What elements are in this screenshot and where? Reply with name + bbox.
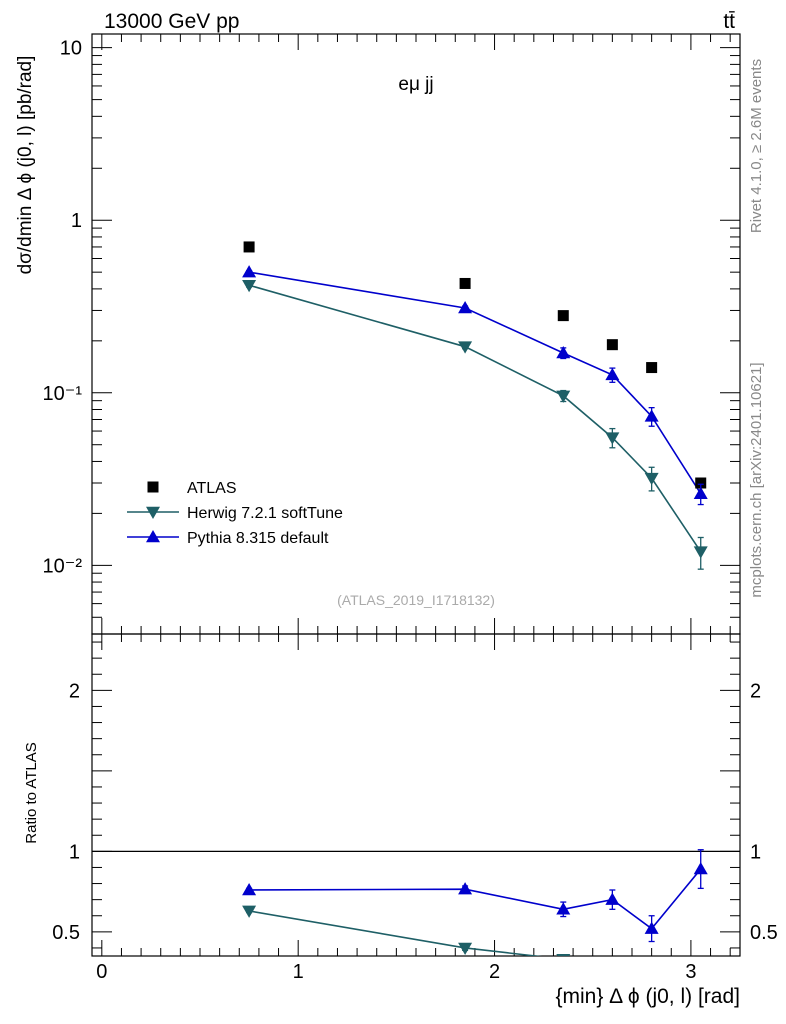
- ratio-y-tick-label-right: 2: [750, 680, 761, 702]
- data-point-herwig: [644, 472, 659, 486]
- energy-label: 13000 GeV pp: [104, 10, 239, 33]
- y-tick-label: 10⁻²: [43, 555, 83, 577]
- ratio-y-tick-label-left: 2: [69, 680, 80, 702]
- data-point-atlas: [606, 339, 618, 351]
- main-series-group: [242, 241, 708, 570]
- data-point-atlas: [243, 241, 255, 253]
- watermark-label: (ATLAS_2019_I1718132): [337, 592, 495, 608]
- legend-marker-herwig: [146, 506, 160, 519]
- ratio-y-axis-label: Ratio to ATLAS: [23, 742, 40, 843]
- ratio-point-herwig: [556, 953, 571, 956]
- data-point-atlas: [459, 277, 471, 289]
- legend-marker-pythia: [146, 530, 160, 543]
- ratio-point-herwig: [458, 942, 473, 955]
- data-point-herwig: [605, 432, 620, 445]
- ratio-panel-frame: [91, 633, 741, 957]
- ratio-point-pythia: [458, 882, 473, 895]
- ratio-point-pythia: [644, 921, 659, 934]
- legend-label-atlas: ATLAS: [187, 480, 237, 497]
- data-point-atlas: [557, 310, 569, 322]
- legend-label-pythia: Pythia 8.315 default: [187, 530, 329, 547]
- ratio-series-group: [242, 849, 708, 956]
- x-tick-label: 2: [489, 961, 500, 983]
- data-point-atlas: [695, 477, 707, 489]
- process-label: tt̄: [723, 10, 735, 33]
- data-point-pythia: [556, 346, 571, 359]
- main-y-axis-label: dσ/dmin Δ ϕ (j0, l) [pb/rad]: [15, 56, 36, 275]
- data-point-herwig: [556, 390, 571, 403]
- ratio-point-pythia: [693, 862, 708, 875]
- mcplots-label: mcplots.cern.ch [arXiv:2401.10621]: [748, 362, 765, 597]
- x-axis-label: {min} Δ ϕ (j0, l) [rad]: [555, 985, 740, 1008]
- x-tick-label: 1: [293, 961, 304, 983]
- y-tick-label: 1: [71, 210, 82, 232]
- ratio-line-herwig: [248, 910, 543, 956]
- legend-marker-atlas: [147, 481, 159, 493]
- ratio-y-tick-label-right: 1: [750, 841, 761, 863]
- data-point-pythia: [644, 409, 659, 422]
- main-title: eμ jj: [398, 74, 433, 95]
- legend-label-herwig: Herwig 7.2.1 softTune: [187, 505, 343, 522]
- y-tick-label: 10⁻¹: [43, 383, 83, 405]
- data-point-pythia: [458, 300, 473, 314]
- data-point-herwig: [242, 279, 257, 293]
- data-point-pythia: [242, 265, 257, 278]
- data-point-atlas: [646, 362, 658, 374]
- data-point-herwig: [693, 546, 708, 559]
- y-tick-label: 10: [60, 38, 82, 60]
- x-tick-label: 0: [96, 961, 107, 983]
- ratio-point-pythia: [556, 902, 571, 915]
- data-point-pythia: [693, 486, 708, 499]
- ratio-point-herwig: [242, 905, 257, 918]
- ratio-y-tick-label-left: 0.5: [52, 922, 80, 944]
- rivet-label: Rivet 4.1.0, ≥ 2.6M events: [748, 59, 765, 233]
- ratio-point-pythia: [605, 892, 620, 905]
- data-point-herwig: [458, 341, 473, 354]
- ratio-line-pythia: [249, 868, 702, 930]
- series-line-pythia: [248, 271, 702, 495]
- ratio-y-tick-label-right: 0.5: [750, 922, 778, 944]
- ratio-point-pythia: [242, 882, 257, 896]
- series-line-herwig: [248, 284, 702, 553]
- x-tick-label: 3: [685, 961, 696, 983]
- data-point-pythia: [605, 367, 620, 381]
- ratio-y-tick-label-left: 1: [69, 841, 80, 863]
